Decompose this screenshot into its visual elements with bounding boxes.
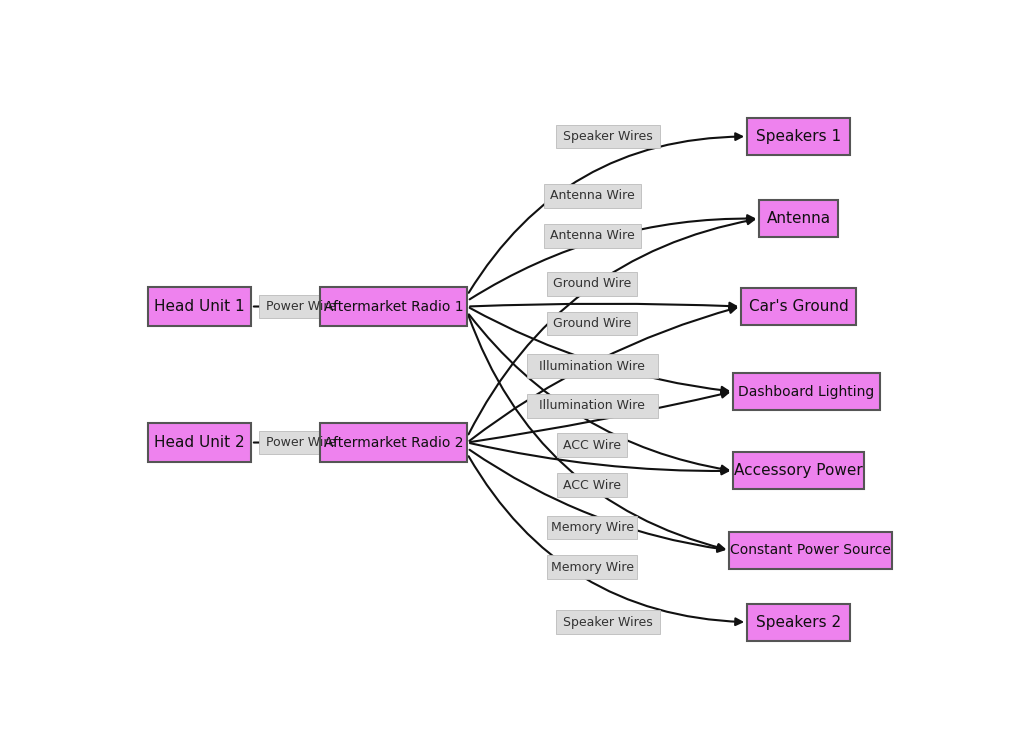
FancyArrowPatch shape: [469, 218, 754, 434]
FancyArrowPatch shape: [470, 450, 724, 552]
FancyBboxPatch shape: [547, 555, 637, 579]
Text: Head Unit 1: Head Unit 1: [154, 299, 245, 314]
FancyBboxPatch shape: [556, 124, 659, 149]
Text: Ground Wire: Ground Wire: [553, 317, 632, 330]
FancyBboxPatch shape: [259, 431, 343, 454]
FancyArrowPatch shape: [468, 315, 724, 551]
FancyBboxPatch shape: [147, 287, 251, 326]
Text: Accessory Power: Accessory Power: [734, 464, 863, 478]
FancyBboxPatch shape: [729, 532, 892, 569]
FancyBboxPatch shape: [527, 394, 657, 417]
FancyBboxPatch shape: [748, 118, 850, 155]
FancyBboxPatch shape: [547, 516, 637, 539]
FancyArrowPatch shape: [469, 306, 736, 441]
FancyBboxPatch shape: [544, 184, 641, 208]
FancyArrowPatch shape: [469, 314, 728, 473]
FancyBboxPatch shape: [557, 473, 627, 497]
FancyBboxPatch shape: [556, 610, 659, 634]
FancyBboxPatch shape: [733, 453, 864, 489]
Text: Ground Wire: Ground Wire: [553, 277, 632, 290]
FancyBboxPatch shape: [259, 294, 343, 319]
FancyArrowPatch shape: [470, 308, 728, 394]
Text: Car's Ground: Car's Ground: [749, 299, 849, 314]
Text: ACC Wire: ACC Wire: [563, 439, 622, 452]
Text: Antenna Wire: Antenna Wire: [550, 189, 635, 202]
Text: Constant Power Source: Constant Power Source: [730, 543, 891, 557]
FancyArrowPatch shape: [254, 303, 315, 310]
Text: Illumination Wire: Illumination Wire: [540, 399, 645, 412]
FancyBboxPatch shape: [321, 287, 467, 326]
FancyArrowPatch shape: [470, 302, 736, 309]
FancyBboxPatch shape: [547, 311, 637, 336]
Text: Power Wire: Power Wire: [266, 436, 336, 449]
Text: Memory Wire: Memory Wire: [551, 561, 634, 573]
FancyBboxPatch shape: [557, 434, 627, 457]
FancyBboxPatch shape: [527, 354, 657, 378]
Text: Memory Wire: Memory Wire: [551, 521, 634, 534]
FancyBboxPatch shape: [748, 604, 850, 640]
Text: Speaker Wires: Speaker Wires: [563, 616, 653, 629]
Text: Speakers 2: Speakers 2: [756, 615, 841, 630]
FancyArrowPatch shape: [469, 456, 742, 625]
Text: Dashboard Lighting: Dashboard Lighting: [738, 384, 874, 398]
Text: Aftermarket Radio 1: Aftermarket Radio 1: [324, 300, 464, 314]
FancyArrowPatch shape: [470, 443, 728, 474]
Text: Speaker Wires: Speaker Wires: [563, 130, 653, 143]
FancyBboxPatch shape: [321, 422, 467, 462]
Text: Antenna: Antenna: [767, 211, 830, 226]
FancyBboxPatch shape: [147, 422, 251, 462]
Text: Head Unit 2: Head Unit 2: [154, 435, 245, 450]
Text: Aftermarket Radio 2: Aftermarket Radio 2: [325, 436, 464, 450]
FancyArrowPatch shape: [470, 215, 754, 300]
Text: Illumination Wire: Illumination Wire: [540, 359, 645, 372]
Text: ACC Wire: ACC Wire: [563, 478, 622, 492]
Text: Antenna Wire: Antenna Wire: [550, 229, 635, 242]
Text: Power Wire: Power Wire: [266, 300, 336, 313]
FancyArrowPatch shape: [470, 391, 728, 442]
Text: Speakers 1: Speakers 1: [756, 129, 841, 144]
FancyBboxPatch shape: [547, 272, 637, 296]
FancyBboxPatch shape: [733, 373, 880, 410]
FancyBboxPatch shape: [759, 200, 839, 237]
FancyArrowPatch shape: [254, 439, 315, 446]
FancyBboxPatch shape: [544, 224, 641, 247]
FancyArrowPatch shape: [469, 133, 742, 293]
FancyBboxPatch shape: [741, 288, 856, 325]
